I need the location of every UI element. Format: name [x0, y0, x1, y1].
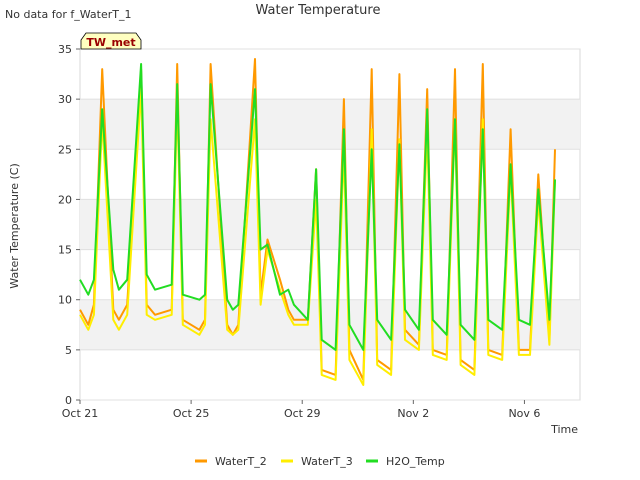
y-tick-label: 10 — [58, 294, 72, 307]
y-tick-label: 15 — [58, 244, 72, 257]
tw-met-annotation: TW_met — [80, 32, 142, 50]
chart-title: Water Temperature — [256, 3, 381, 18]
tw-met-tag — [80, 32, 142, 50]
y-axis-label: Water Temperature (C) — [8, 163, 21, 288]
x-axis-ticks: Oct 21 Oct 25 Oct 29 Nov 2 Nov 6 — [62, 400, 540, 420]
y-tick-label: 20 — [58, 193, 72, 206]
x-axis-label: Time — [550, 423, 578, 436]
grid-band — [80, 99, 580, 150]
x-tick-label: Oct 21 — [62, 407, 99, 420]
y-axis-ticks: 0 5 10 15 20 25 30 35 — [58, 43, 80, 407]
legend-label-watert_2: WaterT_2 — [215, 455, 267, 468]
grid-band — [80, 199, 580, 250]
x-tick-label: Nov 2 — [397, 407, 429, 420]
no-data-note: No data for f_WaterT_1 — [5, 8, 131, 21]
x-tick-label: Oct 25 — [173, 407, 210, 420]
y-tick-label: 30 — [58, 93, 72, 106]
tw-met-label: TW_met — [86, 36, 135, 49]
plot-area — [79, 48, 581, 401]
series-lines — [79, 58, 556, 386]
y-tick-label: 25 — [58, 143, 72, 156]
legend: WaterT_2 WaterT_3 H2O_Temp — [195, 455, 445, 468]
x-tick-label: Oct 29 — [284, 407, 321, 420]
series-line-h2o_temp — [79, 63, 556, 351]
legend-label-watert_3: WaterT_3 — [301, 455, 353, 468]
y-tick-label: 0 — [65, 394, 72, 407]
y-tick-label: 5 — [65, 344, 72, 357]
y-tick-label: 35 — [58, 43, 72, 56]
legend-label-h2o_temp: H2O_Temp — [386, 455, 445, 468]
x-tick-label: Nov 6 — [508, 407, 540, 420]
